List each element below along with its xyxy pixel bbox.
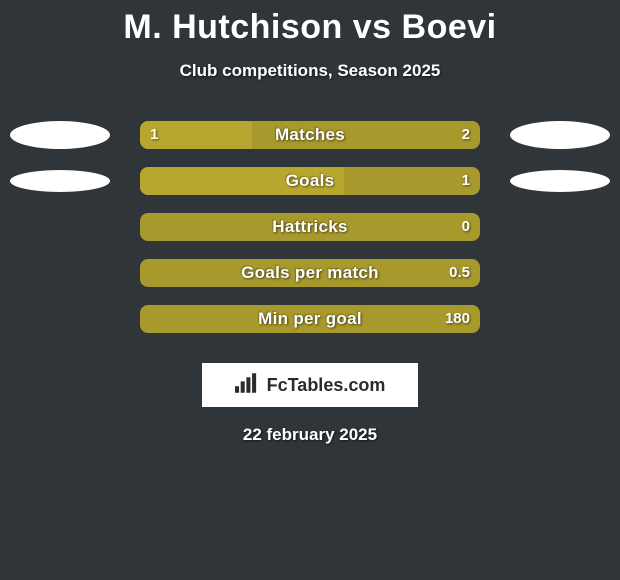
player-right-avatar — [510, 121, 610, 149]
page-title: M. Hutchison vs Boevi — [0, 0, 620, 47]
brand-label: FcTables.com — [267, 375, 386, 396]
stat-row: Min per goal180 — [0, 305, 620, 333]
stat-row: Goals1 — [0, 167, 620, 195]
stat-row: Hattricks0 — [0, 213, 620, 241]
comparison-chart: 1Matches2 Goals1 Hattricks0 Goals per match… — [0, 121, 620, 333]
stat-bar: Goals1 — [140, 167, 480, 195]
stat-bar-right — [140, 213, 480, 241]
stat-bar-right — [252, 121, 480, 149]
stat-bar-left — [140, 121, 252, 149]
player-left-avatar — [10, 121, 110, 149]
stat-bar: Min per goal180 — [140, 305, 480, 333]
stat-bar-right — [140, 305, 480, 333]
date-label: 22 february 2025 — [0, 425, 620, 445]
player-right-avatar — [510, 170, 610, 192]
stat-bar: Hattricks0 — [140, 213, 480, 241]
subtitle: Club competitions, Season 2025 — [0, 61, 620, 81]
stat-row: 1Matches2 — [0, 121, 620, 149]
comparison-card: M. Hutchison vs Boevi Club competitions,… — [0, 0, 620, 580]
stat-bar: 1Matches2 — [140, 121, 480, 149]
player-left-avatar — [10, 170, 110, 192]
stat-bar: Goals per match0.5 — [140, 259, 480, 287]
stat-bar-right — [140, 259, 480, 287]
brand-badge: FcTables.com — [202, 363, 418, 407]
stat-row: Goals per match0.5 — [0, 259, 620, 287]
stat-bar-left — [140, 167, 344, 195]
stat-bar-right — [344, 167, 480, 195]
bars-icon — [235, 373, 261, 398]
